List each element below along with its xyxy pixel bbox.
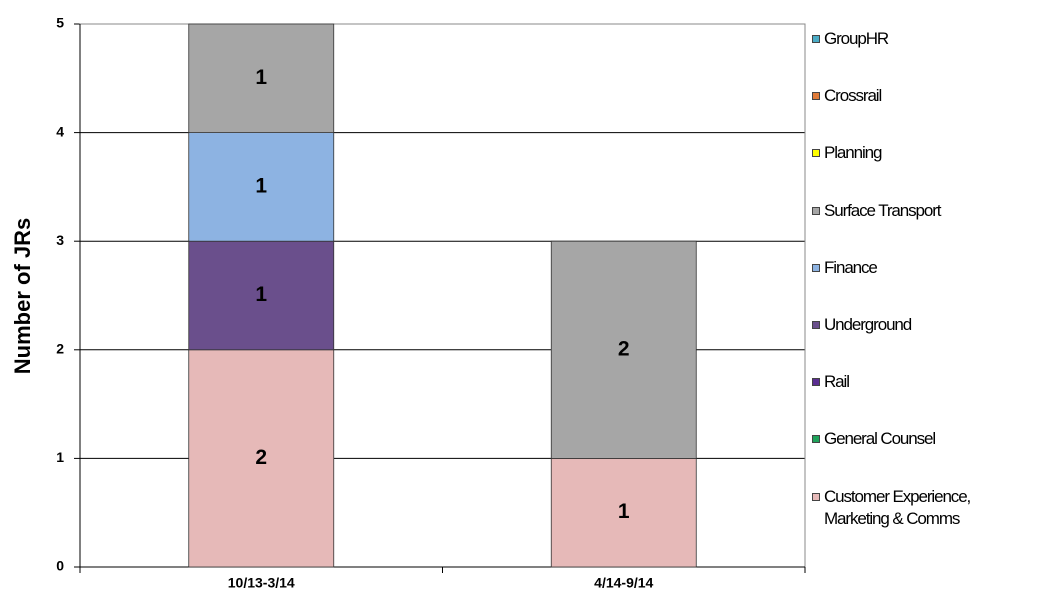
legend-item: Customer Experience, Marketing & Comms	[812, 486, 1024, 530]
legend-label: General Counsel	[824, 429, 936, 449]
legend-item: GroupHR	[812, 28, 1024, 50]
legend-item: Crossrail	[812, 85, 1024, 107]
y-tick-label: 3	[56, 232, 64, 248]
legend-item: Surface Transport	[812, 200, 1024, 222]
legend-label: Surface Transport	[824, 200, 942, 220]
legend-item: Finance	[812, 257, 1024, 279]
legend-swatch	[812, 149, 820, 158]
legend-label: Customer Experience, Marketing & Comms	[824, 486, 971, 528]
bar-segment	[550, 457, 697, 568]
y-tick-label: 2	[56, 341, 64, 357]
legend-swatch	[812, 321, 820, 329]
legend-swatch	[812, 435, 820, 444]
data-label: 2	[255, 446, 267, 469]
y-tick-label: 0	[56, 558, 64, 574]
legend-label: GroupHR	[824, 29, 889, 48]
legend-swatch	[812, 492, 820, 501]
x-tick-label: 10/13-3/14	[228, 575, 295, 591]
data-label: 1	[255, 174, 267, 197]
legend-swatch	[812, 206, 820, 215]
bar-segment	[188, 132, 335, 242]
legend-swatch	[812, 35, 820, 43]
data-label: 1	[255, 66, 267, 89]
y-tick-label: 5	[56, 15, 64, 31]
bar-segment	[188, 23, 335, 133]
x-tick-label: 4/14-9/14	[594, 575, 653, 591]
legend-label: Finance	[824, 257, 878, 277]
legend-item: Rail	[812, 371, 1024, 393]
legend-label: Planning	[824, 143, 882, 163]
y-tick-label: 1	[56, 449, 64, 465]
data-label: 1	[255, 283, 267, 306]
data-label: 2	[618, 337, 630, 360]
legend-swatch	[812, 263, 820, 272]
legend-label: Rail	[824, 372, 850, 392]
bar-segment	[188, 240, 335, 351]
bar-segment	[550, 240, 697, 459]
legend-item: General Counsel	[812, 428, 1024, 450]
legend-label: Crossrail	[824, 86, 882, 106]
legend-swatch	[812, 378, 820, 387]
y-tick-label: 4	[56, 123, 64, 139]
legend-item: Underground	[812, 314, 1024, 336]
data-label: 1	[618, 500, 630, 523]
legend-item: Planning	[812, 142, 1024, 164]
legend-swatch	[812, 92, 820, 101]
y-axis-label: Number of JRs	[10, 218, 35, 374]
legend-label: Underground	[824, 315, 912, 334]
